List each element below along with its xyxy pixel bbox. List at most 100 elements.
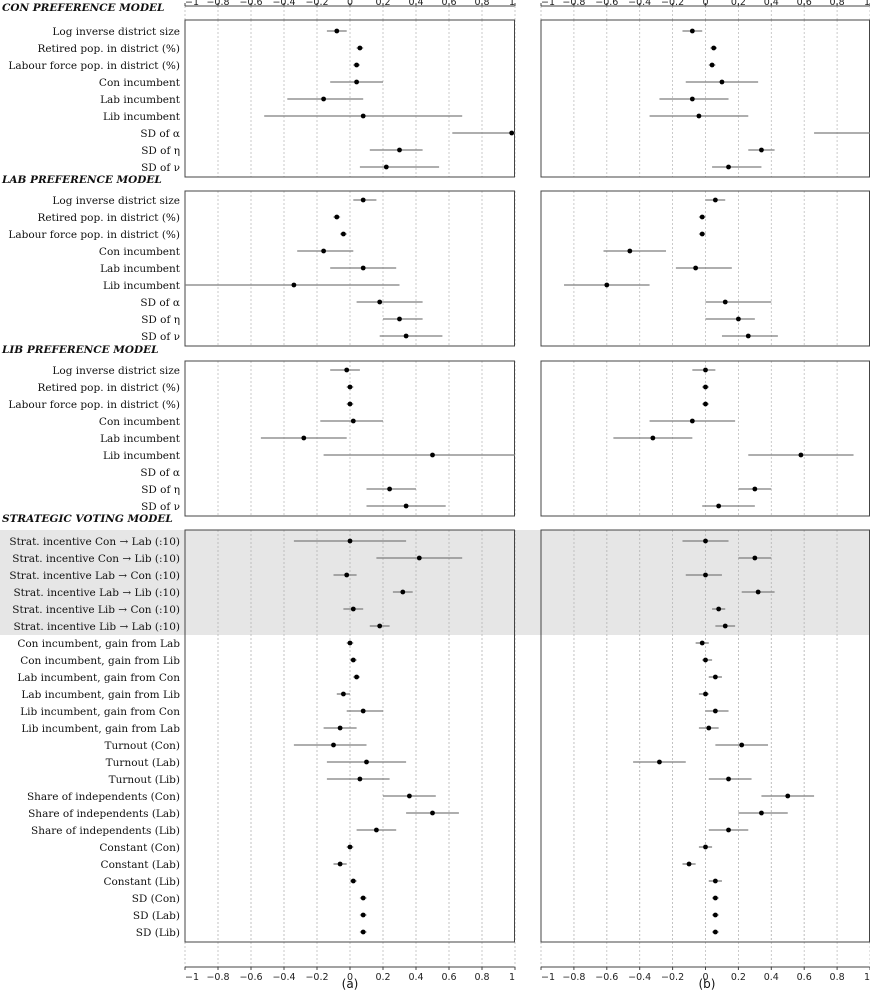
point-estimate-b (716, 606, 722, 612)
point-estimate-a (354, 62, 359, 68)
row-label: Strat. incentive Lab → Lib (:10) (13, 587, 180, 599)
tick-label: −0.6 (239, 0, 262, 8)
panel-frame-a (184, 529, 515, 943)
point-estimate-a (377, 623, 383, 629)
row-label: SD of ν (141, 162, 180, 174)
tick-label: 0.2 (375, 972, 390, 983)
tick-label: −0.6 (595, 0, 618, 8)
point-estimate-b (627, 248, 633, 254)
section-title: LAB PREFERENCE MODEL (1, 174, 162, 186)
panel-frame-a (184, 360, 515, 517)
strategic-incentive-shade (0, 530, 870, 635)
point-estimate-b (712, 895, 718, 901)
point-estimate-a (344, 572, 350, 578)
tick-label: 0.2 (731, 0, 746, 8)
tick-label: −1 (541, 0, 555, 8)
point-estimate-b (689, 28, 695, 34)
panel-label-a: (a) (342, 977, 359, 991)
row-label: Con incumbent (99, 246, 181, 258)
tick-label: 0.4 (408, 972, 423, 983)
tick-label: −0.8 (206, 972, 229, 983)
row-label: Log inverse district size (52, 195, 180, 207)
row-label: SD of α (140, 128, 180, 140)
point-estimate-b (696, 113, 702, 119)
tick-label: 0.8 (474, 972, 489, 983)
point-estimate-b (689, 418, 695, 424)
tick-label: 1 (864, 0, 870, 8)
section-title: STRATEGIC VOTING MODEL (2, 513, 173, 525)
point-estimate-b (650, 435, 656, 441)
tick-label: 0.2 (731, 972, 746, 983)
point-estimate-a (400, 589, 406, 595)
point-estimate-b (709, 62, 715, 68)
row-label: Strat. incentive Lib → Lab (:10) (13, 621, 180, 633)
point-estimate-a (374, 827, 379, 833)
tick-label: −0.2 (305, 972, 328, 983)
point-estimate-b (726, 776, 731, 782)
point-estimate-b (712, 912, 718, 918)
point-estimate-a (334, 214, 340, 220)
point-estimate-b (703, 572, 708, 578)
row-label: Constant (Lib) (103, 876, 180, 888)
point-estimate-b (726, 164, 731, 170)
point-estimate-a (360, 912, 366, 918)
row-label: Retired pop. in district (%) (37, 212, 180, 224)
row-label: Retired pop. in district (%) (37, 43, 180, 55)
tick-label: 0.2 (375, 0, 390, 8)
row-label: Lib incumbent, gain from Con (20, 706, 180, 718)
point-estimate-a (337, 725, 343, 731)
row-label: Strat. incentive Lab → Con (:10) (9, 570, 180, 582)
point-estimate-b (703, 691, 708, 697)
row-label: Turnout (Con) (105, 740, 181, 752)
point-estimate-b (752, 486, 758, 492)
row-label: Log inverse district size (52, 26, 180, 38)
tick-label: −0.2 (661, 0, 684, 8)
point-estimate-a (354, 79, 359, 85)
point-estimate-b (703, 538, 708, 544)
point-estimate-b (703, 367, 708, 373)
point-estimate-b (798, 452, 804, 458)
point-estimate-a (331, 742, 336, 748)
row-label: Turnout (Lab) (106, 757, 180, 769)
point-estimate-a (357, 45, 363, 51)
row-label: SD of ν (141, 331, 180, 343)
point-estimate-a (350, 418, 356, 424)
point-estimate-b (604, 282, 610, 288)
point-estimate-b (712, 197, 718, 203)
section-title: LIB PREFERENCE MODEL (1, 344, 159, 356)
tick-label: 0 (702, 972, 708, 983)
point-estimate-b (719, 79, 725, 85)
tick-label: −1 (185, 0, 199, 8)
point-estimate-b (706, 725, 712, 731)
row-label: Strat. incentive Lib → Con (:10) (12, 604, 180, 616)
point-estimate-a (347, 844, 353, 850)
point-estimate-b (711, 45, 717, 51)
tick-label: −0.8 (206, 0, 229, 8)
point-estimate-b (712, 878, 718, 884)
row-label: SD (Lab) (133, 910, 180, 922)
tick-label: 0.8 (830, 972, 845, 983)
tick-label: 0 (347, 0, 353, 8)
tick-label: 0.4 (408, 0, 423, 8)
point-estimate-b (699, 214, 705, 220)
tick-label: −0.4 (272, 972, 295, 983)
tick-label: 0.4 (764, 972, 779, 983)
row-label: Lab incumbent, gain from Con (17, 672, 180, 684)
point-estimate-b (736, 316, 741, 322)
point-estimate-a (360, 929, 366, 935)
section-title: CON PREFERENCE MODEL (2, 2, 164, 14)
point-estimate-a (360, 197, 366, 203)
tick-label: 1 (509, 0, 515, 8)
point-estimate-b (722, 299, 728, 305)
point-estimate-a (347, 640, 353, 646)
point-estimate-a (350, 606, 356, 612)
row-label: Con incumbent (99, 416, 181, 428)
point-estimate-b (699, 231, 705, 237)
point-estimate-a (360, 265, 366, 271)
point-estimate-a (341, 691, 346, 697)
row-label: SD of α (140, 297, 180, 309)
point-estimate-a (407, 793, 412, 799)
tick-label: 0 (347, 972, 353, 983)
panel-label-b: (b) (699, 977, 716, 991)
